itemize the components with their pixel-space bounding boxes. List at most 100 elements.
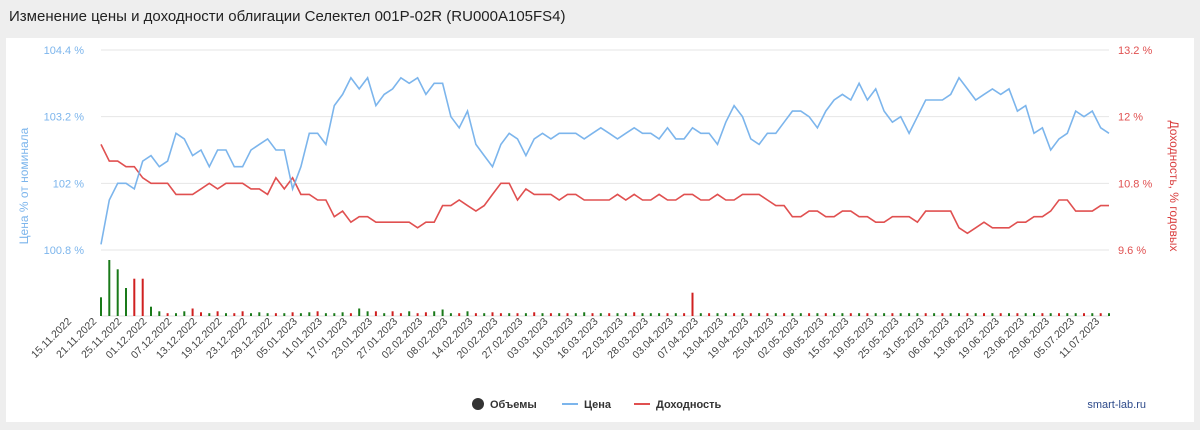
volume-bar — [125, 288, 127, 316]
volume-bar — [291, 312, 294, 316]
volume-bar — [341, 312, 344, 316]
volume-bar — [808, 313, 811, 316]
legend: Объемы Цена Доходность — [472, 398, 722, 411]
volume-bar — [841, 313, 844, 316]
right-tick-label: 9.6 % — [1118, 245, 1146, 257]
volume-bar — [316, 311, 319, 316]
volume-bar — [383, 313, 386, 316]
volume-bar — [266, 313, 269, 316]
volume-bar — [333, 313, 336, 316]
volume-bar — [558, 313, 561, 316]
legend-item-volume[interactable]: Объемы — [472, 398, 537, 411]
series-line-yield — [100, 144, 1109, 235]
volume-bar — [899, 313, 902, 316]
volume-bar — [816, 313, 819, 316]
volume-bar — [633, 312, 636, 316]
volume-bar — [1049, 313, 1052, 316]
volume-bar — [183, 311, 186, 316]
left-tick-label: 102 % — [53, 178, 84, 190]
volume-bar — [274, 313, 277, 316]
volume-bar — [958, 313, 960, 316]
volume-bar — [924, 313, 927, 316]
volume-bar — [358, 308, 361, 316]
volume-bar — [1041, 313, 1044, 316]
gridlines — [101, 49, 1109, 317]
volume-bar — [399, 313, 402, 316]
volume-bar — [1066, 313, 1069, 316]
volume-bar — [574, 313, 577, 316]
volume-bar — [783, 313, 786, 316]
volume-bar — [799, 313, 802, 316]
volume-bar — [708, 313, 711, 316]
volume-bar — [666, 313, 669, 316]
volume-bar — [991, 313, 994, 316]
volume-bar — [116, 269, 119, 316]
volume-bars — [100, 260, 1110, 316]
volume-bar — [1108, 313, 1110, 316]
volume-bar — [499, 313, 502, 316]
volume-bar — [508, 313, 511, 316]
legend-volume-label: Объемы — [490, 399, 537, 411]
volume-bar — [1091, 313, 1094, 316]
volume-bar — [200, 312, 202, 316]
volume-bar — [983, 313, 985, 316]
right-tick-label: 13.2 % — [1118, 45, 1152, 57]
volume-bar — [299, 313, 302, 316]
right-axis-title: Доходность, % годовых — [1167, 121, 1181, 252]
x-axis-ticks: 15.11.202221.11.202225.11.202201.12.2022… — [29, 316, 1102, 362]
volume-bar — [941, 313, 944, 316]
volume-bar — [749, 313, 752, 316]
volume-bar — [616, 313, 619, 316]
volume-bar — [908, 313, 911, 316]
volume-bar — [1033, 313, 1035, 316]
volume-bar — [966, 313, 969, 316]
volume-bar — [933, 313, 936, 316]
volume-bar — [208, 313, 211, 316]
left-tick-label: 103.2 % — [44, 112, 85, 124]
volume-bar — [100, 297, 102, 316]
volume-bar — [141, 278, 144, 316]
volume-bar — [999, 313, 1002, 316]
volume-bar — [758, 313, 761, 316]
volume-bar — [408, 311, 411, 316]
watermark-link[interactable]: smart-lab.ru — [1087, 399, 1146, 411]
volume-bar — [541, 313, 544, 316]
volume-bar — [374, 311, 377, 316]
header: Изменение цены и доходности облигации Се… — [0, 0, 1200, 38]
left-axis-title: Цена % от номинала — [17, 127, 31, 244]
volume-bar — [583, 312, 586, 316]
right-tick-label: 10.8 % — [1118, 178, 1152, 190]
volume-bar — [391, 311, 394, 316]
volume-bar — [349, 313, 352, 316]
volume-bar — [516, 313, 519, 316]
volume-bar — [849, 313, 852, 316]
volume-bar — [308, 312, 311, 316]
volume-bar — [716, 313, 719, 316]
page-title: Изменение цены и доходности облигации Се… — [9, 8, 566, 25]
legend-item-yield[interactable]: Доходность — [634, 399, 722, 411]
left-tick-label: 104.4 % — [44, 45, 85, 57]
volume-bar — [324, 313, 327, 316]
volume-bar — [658, 313, 661, 316]
volume-bar — [133, 278, 136, 316]
volume-bar — [225, 313, 227, 316]
chart-panel: 104.4 % 103.2 % 102 % 100.8 % 13.2 % 12 % 10.… — [6, 38, 1194, 422]
volume-bar — [549, 313, 552, 316]
volume-bar — [566, 313, 569, 316]
right-tick-label: 12 % — [1118, 112, 1143, 124]
volume-bar — [883, 313, 886, 316]
volume-bar — [824, 313, 827, 316]
volume-bar — [166, 313, 169, 316]
volume-bar — [483, 313, 486, 316]
volume-bar — [733, 313, 736, 316]
volume-bar — [458, 313, 461, 316]
volume-bar — [974, 313, 977, 316]
legend-item-price[interactable]: Цена — [562, 399, 612, 411]
series-line-price — [100, 76, 1110, 245]
volume-bar — [683, 313, 686, 316]
volume-bar — [874, 313, 877, 316]
volume-bar — [250, 313, 252, 316]
volume-bar — [158, 311, 161, 316]
volume-bar — [191, 308, 194, 316]
volume-bar — [241, 311, 244, 316]
